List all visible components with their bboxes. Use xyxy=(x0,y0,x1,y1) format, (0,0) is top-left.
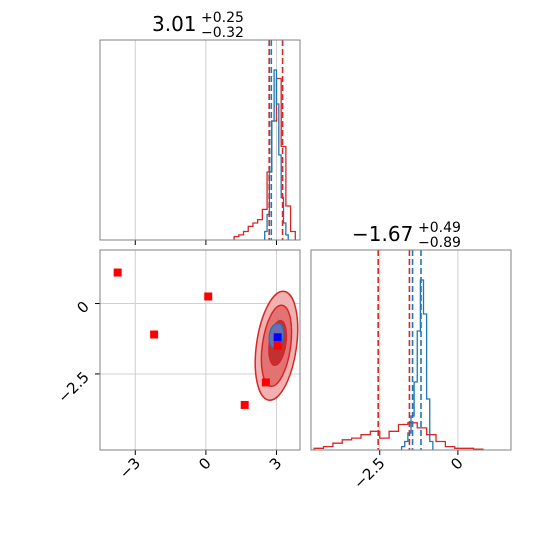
scatter-red-marker-1 xyxy=(150,330,159,339)
scatter-red-marker-2 xyxy=(204,292,213,301)
title-p2-value: −1.67 xyxy=(352,222,413,246)
hist-p2-frame xyxy=(310,249,512,451)
scatter-red-marker-3 xyxy=(240,400,249,409)
hist-p1-series-red xyxy=(233,77,296,240)
scatter-xtick-label-1: 0 xyxy=(195,454,214,473)
scatter-ytick-label-0: 0 xyxy=(73,298,92,317)
title-p1-minus: −0.32 xyxy=(201,25,244,41)
title-p2-minus: −0.89 xyxy=(418,235,461,251)
scatter-red-marker-5 xyxy=(273,341,282,350)
title-p1-value: 3.01 xyxy=(152,12,197,36)
hist-p1-series-blue xyxy=(264,69,289,240)
scatter-xtick-label-0: −3 xyxy=(116,454,144,482)
hist-p2-xtick-label-1: 0 xyxy=(447,454,466,473)
histogram-panel-p2: −2.5 0 xyxy=(310,249,512,493)
title-p1: 3.01 +0.25 −0.32 xyxy=(152,10,244,41)
hist-p2-series-blue xyxy=(400,279,434,450)
scatter-xtick-label-2: 3 xyxy=(266,454,285,473)
title-p1-plus: +0.25 xyxy=(201,10,244,26)
scatter-frame xyxy=(99,249,301,451)
scatter-red-marker-0 xyxy=(113,268,122,277)
title-p2: −1.67 +0.49 −0.89 xyxy=(352,220,461,251)
scatter-ytick-label-1: −2.5 xyxy=(54,368,92,406)
hist-p2-xtick-label-0: −2.5 xyxy=(350,454,388,492)
hist-p2-series-red xyxy=(313,422,484,450)
histogram-panel-p1 xyxy=(99,39,301,245)
scatter-red-marker-4 xyxy=(261,378,270,387)
scatter-panel-p1-p2: −3 0 3 0 −2.5 xyxy=(54,249,301,482)
title-p2-plus: +0.49 xyxy=(418,220,461,236)
scatter-blue-marker-0 xyxy=(273,333,282,342)
hist-p1-frame xyxy=(99,39,301,241)
